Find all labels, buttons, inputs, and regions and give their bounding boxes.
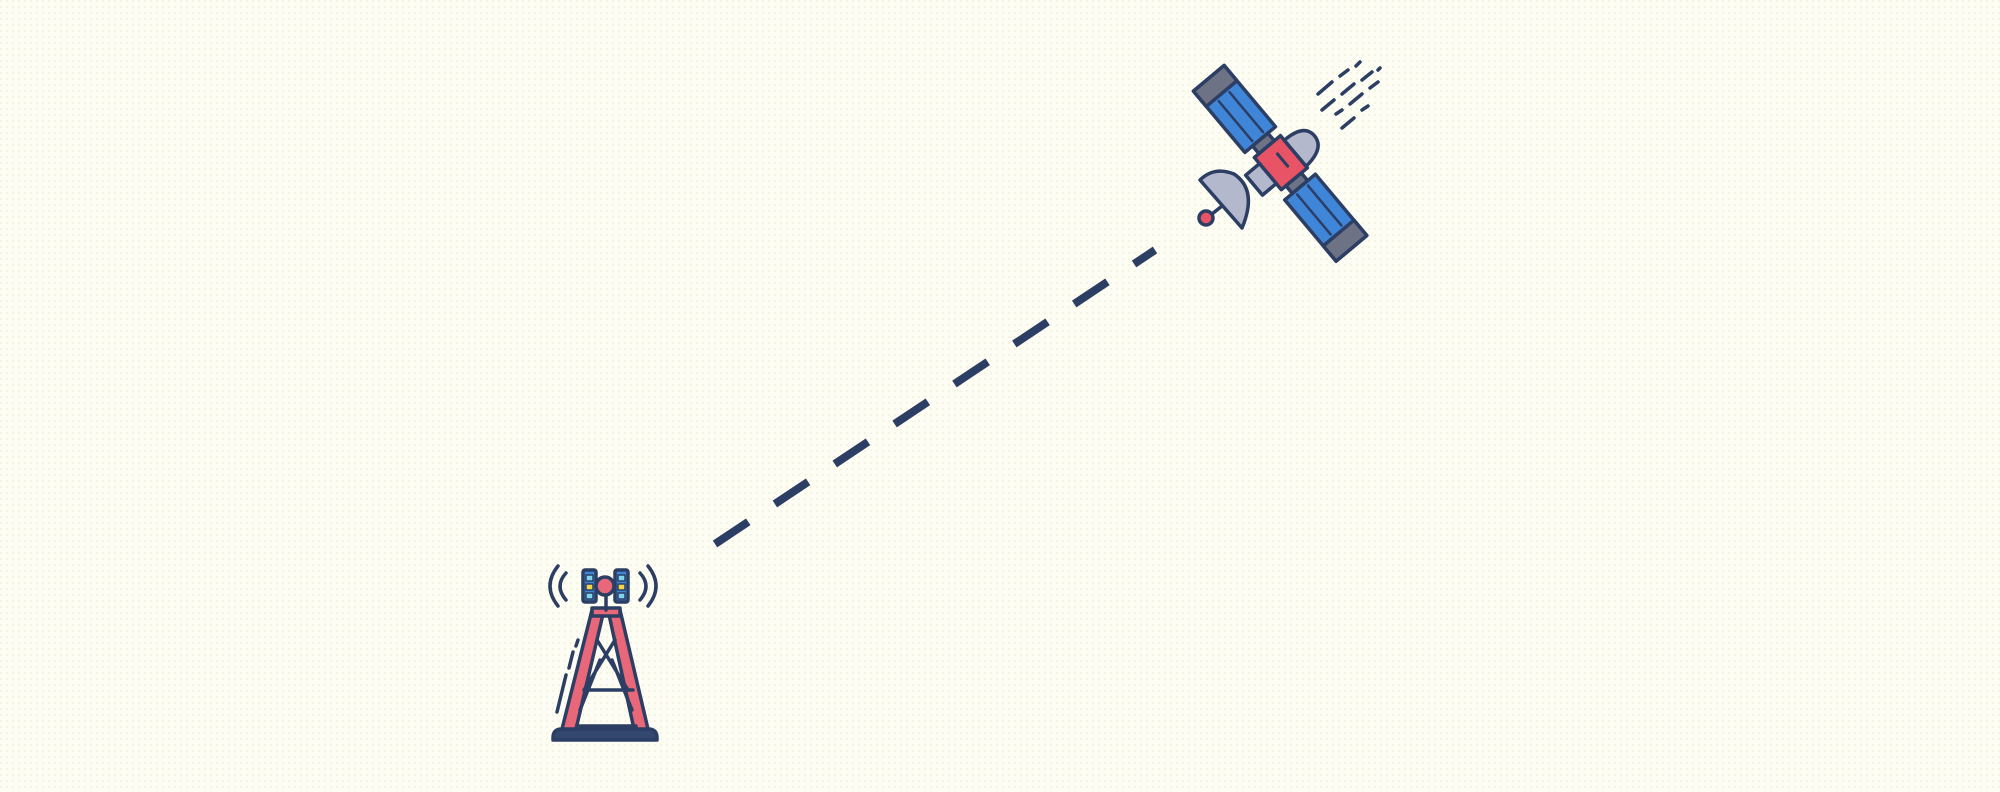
satellite-antenna-dish [1197,169,1251,230]
signal-wave-right [638,564,658,608]
signal-wave-left [548,564,568,608]
satellite-motion-lines [1316,60,1382,130]
radio-tower-icon [548,564,659,742]
antenna-tip [1197,209,1215,227]
tower-motion-lines [555,638,580,714]
satellite-icon [1191,63,1369,263]
antenna-hub [594,575,616,597]
satellite-dish-right [1282,128,1320,169]
signal-link-line [712,246,1158,548]
tower-braces [575,638,638,728]
